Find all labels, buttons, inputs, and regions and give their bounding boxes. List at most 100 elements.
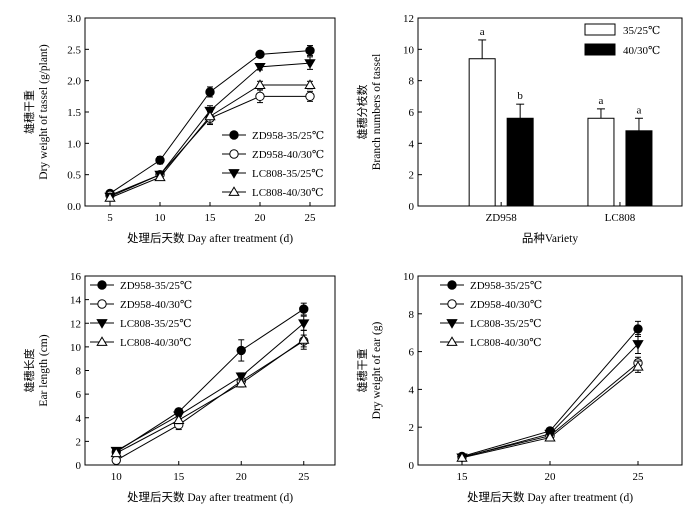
legend-marker xyxy=(228,169,240,179)
y-axis-label-cn: 雄穗分枝数 xyxy=(355,85,369,140)
x-axis-label: 处理后天数 Day after treatment (d) xyxy=(127,231,293,245)
y-tick-label: 4 xyxy=(409,384,415,396)
y-tick-label: 12 xyxy=(403,13,414,25)
series-LC808-35/25℃ xyxy=(456,334,644,464)
legend-marker xyxy=(229,130,239,140)
data-point xyxy=(104,192,116,202)
x-tick-label: LC808 xyxy=(605,212,636,224)
y-tick-label: 10 xyxy=(70,342,82,354)
y-tick-label: 2 xyxy=(409,422,415,434)
legend-label: LC808-35/25℃ xyxy=(120,318,192,330)
legend-marker xyxy=(97,299,107,309)
y-tick-label: 0 xyxy=(409,201,415,213)
x-tick-label: 20 xyxy=(255,212,267,224)
x-tick-label: 25 xyxy=(633,471,645,483)
data-point xyxy=(236,345,246,356)
x-tick-label: 10 xyxy=(155,212,167,224)
x-tick-label: 20 xyxy=(545,471,557,483)
y-axis-label: Dry weight of ear (g) xyxy=(371,321,383,419)
series-line xyxy=(115,308,305,453)
data-point xyxy=(299,304,309,314)
data-point xyxy=(456,452,468,462)
y-tick-label: 1.5 xyxy=(67,107,81,119)
legend: ZD958-35/25℃ ZD958-40/30℃ LC808-35/25℃ LC80… xyxy=(440,280,542,349)
x-tick-label: ZD958 xyxy=(486,212,518,224)
legend-label: ZD958-40/30℃ xyxy=(470,299,542,311)
data-point xyxy=(544,431,556,442)
data-point xyxy=(304,79,316,89)
data-point xyxy=(173,414,185,425)
legend-swatch xyxy=(584,43,616,56)
legend-label: ZD958-35/25℃ xyxy=(252,130,324,142)
y-tick-label: 6 xyxy=(409,347,415,359)
legend-label: LC808-40/30℃ xyxy=(120,337,192,349)
x-tick-label: 5 xyxy=(107,212,113,224)
y-tick-label: 4 xyxy=(409,138,415,150)
legend-label: LC808-40/30℃ xyxy=(470,337,542,349)
y-tick-label: 8 xyxy=(409,76,415,88)
x-tick-label: 15 xyxy=(457,471,469,483)
bar xyxy=(587,117,615,207)
series-LC808-40/30℃ xyxy=(104,79,316,202)
legend-label: ZD958-40/30℃ xyxy=(120,299,192,311)
y-axis-label-cn: 雄穗干重 xyxy=(355,349,369,393)
y-tick-label: 0 xyxy=(409,460,415,472)
y-axis-label-group: 雄穗干重 Dry weight of ear (g) xyxy=(355,321,383,419)
y-tick-label: 2 xyxy=(409,170,415,182)
x-tick-label: 15 xyxy=(205,212,217,224)
legend-marker xyxy=(229,149,239,159)
x-tick-label: 25 xyxy=(298,471,310,483)
y-axis-label: Ear length (cm) xyxy=(38,334,50,406)
chart-panel-2: 0 2 4 6 8 10 12 ZD958 LC808 品种Variety 雄穗分枝数 Branch … xyxy=(355,13,683,245)
data-point xyxy=(111,455,121,465)
y-axis-label: Dry weight of tassel (g/plant) xyxy=(38,44,50,180)
x-axis-label: 处理后天数 Day after treatment (d) xyxy=(467,490,633,504)
y-tick-label: 2.0 xyxy=(67,76,81,88)
x-axis-label: 处理后天数 Day after treatment (d) xyxy=(127,490,293,504)
bar xyxy=(506,117,534,207)
x-tick-label: 20 xyxy=(236,471,248,483)
bar xyxy=(625,130,653,207)
data-point xyxy=(254,62,266,73)
legend-label: 35/25℃ xyxy=(623,25,660,37)
significance-letter: a xyxy=(480,26,485,38)
legend-label: LC808-40/30℃ xyxy=(252,187,324,199)
series-line xyxy=(116,322,305,452)
legend: 35/25℃ 40/30℃ xyxy=(584,23,660,57)
x-axis-label: 品种Variety xyxy=(522,231,578,245)
data-point xyxy=(110,447,122,458)
legend-marker xyxy=(228,186,240,196)
legend-marker xyxy=(96,319,108,329)
data-point xyxy=(255,91,265,102)
data-point xyxy=(304,59,316,69)
legend-marker xyxy=(447,280,457,290)
y-tick-label: 0 xyxy=(76,460,82,472)
series-35/25℃: aa xyxy=(468,26,615,207)
data-point xyxy=(255,49,265,60)
data-point xyxy=(633,324,643,334)
series-LC808-40/30℃ xyxy=(456,360,644,462)
y-tick-label: 12 xyxy=(70,318,81,330)
series-LC808-35/25℃ xyxy=(110,315,310,457)
chart-panel-3: 0 2 4 6 8 10 12 14 16 10 15 20 25 处理后天数 Day after tre… xyxy=(22,271,336,504)
data-point xyxy=(254,79,266,89)
y-tick-label: 8 xyxy=(76,366,82,378)
y-axis-label-group: 雄穗分枝数 Branch numbers of tassel xyxy=(355,54,383,171)
data-point xyxy=(632,340,644,350)
series-ZD958-40/30℃ xyxy=(111,334,309,465)
x-tick-label: 15 xyxy=(173,471,185,483)
legend-label: ZD958-35/25℃ xyxy=(470,280,542,292)
bar xyxy=(468,58,496,207)
chart-panel-1: 0.0 0.5 1.0 1.5 2.0 2.5 3.0 5 10 15 20 25 处理后天数 Day … xyxy=(22,13,336,245)
legend-swatch xyxy=(584,23,616,36)
significance-letter: a xyxy=(599,95,604,107)
legend-marker xyxy=(447,299,457,309)
data-point xyxy=(205,87,215,97)
legend-marker xyxy=(97,280,107,290)
legend-marker xyxy=(446,336,458,346)
legend-marker xyxy=(96,336,108,346)
legend: ZD958-35/25℃ ZD958-40/30℃ LC808-35/25℃ LC80… xyxy=(222,130,324,199)
legend-label: ZD958-40/30℃ xyxy=(252,149,324,161)
legend-marker xyxy=(446,319,458,329)
